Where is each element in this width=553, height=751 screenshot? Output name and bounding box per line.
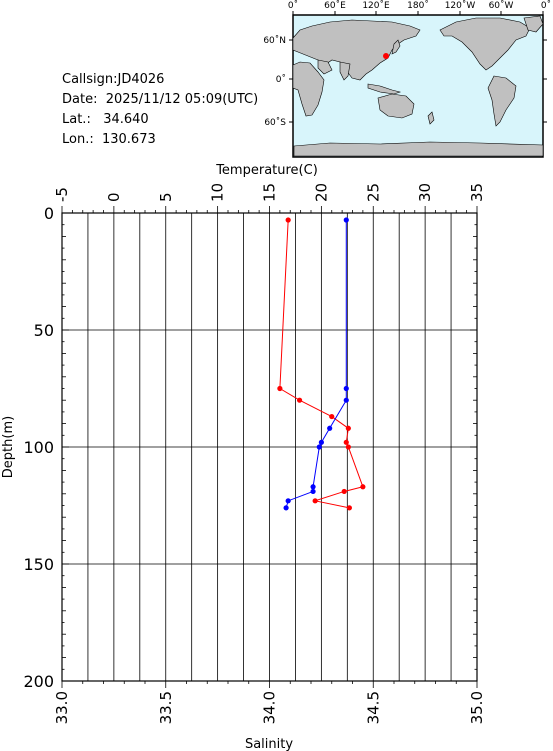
temperature-tick-label: 15 (261, 183, 279, 202)
north-america-landmass (439, 17, 531, 71)
salinity-data-point (343, 397, 349, 403)
temperature-tick-labels: -5 0 5 10 15 20 25 30 35 (53, 183, 486, 202)
temperature-data-point (360, 484, 366, 490)
map-lon-label: 180˚ (407, 0, 429, 11)
antarctica-landmass (293, 141, 544, 157)
callsign-text: Callsign:JD4026 (62, 72, 165, 87)
temperature-tick-label: 25 (364, 183, 382, 202)
series-layer (277, 217, 366, 511)
map-lon-label: 60˚E (324, 0, 346, 11)
station-info: Callsign:JD4026 Date: 2025/11/12 05:09(U… (62, 70, 258, 150)
temperature-tick-label: 30 (416, 183, 434, 202)
depth-tick-label: 100 (23, 438, 54, 457)
map-frame-ticks (289, 11, 547, 123)
map-lon-label: 0˚ (541, 0, 551, 11)
salinity-data-point (283, 505, 289, 511)
depth-tick-label: 150 (23, 555, 54, 574)
salinity-data-point (343, 217, 349, 223)
salinity-tick-label: 34.5 (364, 691, 382, 724)
salinity-data-point (318, 439, 324, 445)
africa-landmass (292, 61, 325, 117)
location-map: 0˚ 60˚E 120˚E 180˚ 120˚W 60˚W 0˚ 60˚N 0˚… (263, 0, 551, 158)
station-marker (383, 53, 389, 59)
south-america-landmass (487, 75, 517, 127)
australia-landmass (377, 93, 415, 119)
temperature-data-point (285, 217, 291, 223)
map-lon-label: 60˚W (489, 0, 514, 11)
depth-tick-label: 50 (34, 321, 54, 340)
latitude-text: Lat.: 34.640 (62, 112, 149, 127)
temperature-tick-label: 5 (157, 192, 175, 202)
salinity-data-point (343, 385, 349, 392)
plot-frame (61, 212, 478, 682)
temperature-tick-label: 0 (105, 192, 123, 202)
depth-tick-label: 0 (44, 204, 54, 223)
map-lon-label: 120˚E (362, 0, 390, 11)
salinity-data-point (316, 444, 322, 450)
temperature-tick-label: -5 (53, 187, 71, 202)
greenland-landmass (523, 15, 544, 33)
map-lon-label: 120˚W (445, 0, 476, 11)
new-zealand-landmass (427, 111, 435, 125)
salinity-tick-label: 34.0 (261, 691, 279, 724)
temperature-data-point (296, 397, 303, 403)
temperature-data-point (277, 385, 283, 392)
temperature-data-point (343, 439, 349, 445)
chart-grid (61, 212, 478, 682)
temperature-tick-label: 20 (312, 183, 330, 202)
japan-landmass (391, 39, 401, 55)
india-landmass (339, 61, 351, 81)
salinity-data-point (310, 488, 316, 495)
longitude-text: Lon.: 130.673 (62, 132, 156, 147)
temperature-tick-label: 10 (209, 183, 227, 202)
arabia-landmass (317, 59, 333, 75)
map-land (292, 15, 544, 157)
temperature-data-point (312, 498, 318, 504)
salinity-data-point (285, 498, 291, 504)
temperature-data-point (345, 444, 351, 450)
map-lon-label: 0˚ (288, 0, 298, 11)
map-lat-label: 60˚N (263, 35, 286, 46)
salinity-data-point (310, 484, 316, 490)
salinity-tick-label: 33.0 (53, 691, 71, 724)
depth-tick-labels: 0 50 100 150 200 (23, 204, 54, 691)
salinity-data-point (327, 425, 333, 431)
salinity-tick-label: 35.0 (468, 691, 486, 724)
salinity-tick-label: 33.5 (157, 691, 175, 724)
depth-tick-label: 200 (23, 672, 54, 691)
temperature-axis-label: Temperature(C) (215, 163, 318, 178)
map-lat-label: 0˚ (276, 74, 286, 85)
depth-axis-label: Depth(m) (1, 416, 16, 478)
salinity-axis-label: Salinity (245, 737, 293, 751)
temperature-data-point (341, 488, 347, 495)
indonesia-landmass (367, 83, 402, 95)
temperature-data-point (346, 505, 352, 511)
salinity-tick-labels: 33.0 33.5 34.0 34.5 35.0 (53, 691, 486, 724)
temperature-tick-label: 35 (468, 183, 486, 202)
date-text: Date: 2025/11/12 05:09(UTC) (62, 92, 259, 107)
map-lat-label: 60˚S (264, 117, 286, 128)
temperature-data-point (345, 425, 351, 431)
temperature-data-point (329, 413, 335, 420)
